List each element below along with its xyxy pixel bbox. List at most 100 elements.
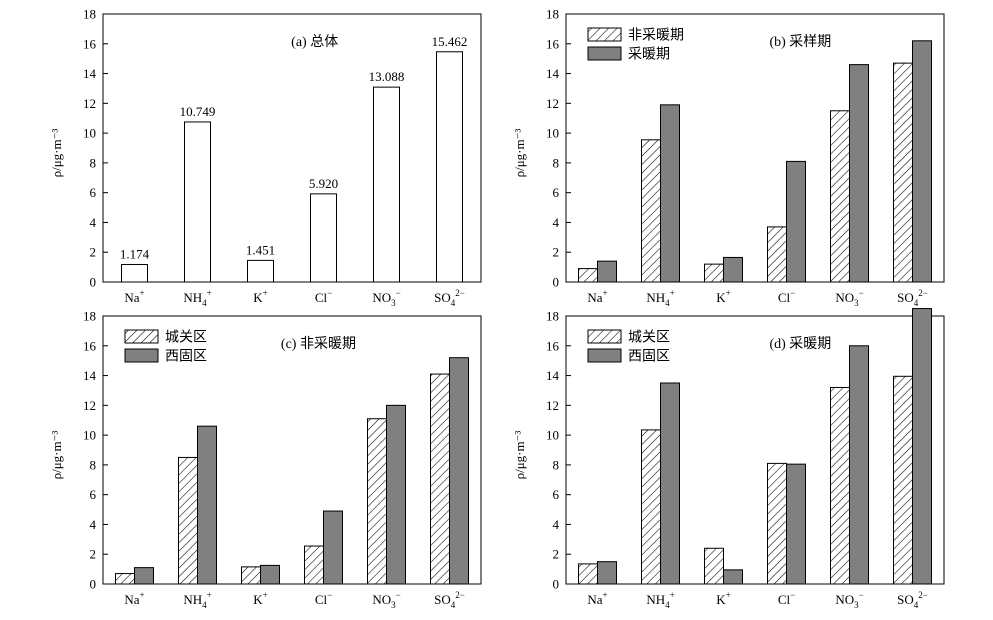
x-category-label: Cl−: [778, 288, 795, 305]
x-category-label: SO42−: [434, 288, 465, 308]
y-tick-label: 8: [90, 457, 97, 472]
bar-d-城关区-5: [893, 375, 913, 585]
y-tick-label: 0: [553, 275, 560, 290]
y-tick-label: 10: [546, 126, 559, 141]
data-label: 1.451: [246, 242, 275, 257]
data-label: 5.920: [309, 176, 338, 191]
bar-c-西固区-5: [449, 357, 469, 585]
legend-swatch: [587, 27, 622, 42]
bar-b-非采暖期-0: [578, 268, 598, 283]
y-tick-label: 16: [83, 36, 97, 51]
bar-d-城关区-4: [830, 386, 850, 585]
bar-b-采暖期-0: [597, 260, 617, 283]
x-category-label: SO42−: [897, 590, 928, 610]
y-tick-label: 4: [553, 517, 560, 532]
chart-panel-c: 0 2 4 6 8 10 12 14 16 18 ρ/μg·m⁻³ (c) 非采暖期 Na+ NH4+ K+…: [49, 309, 482, 610]
x-category-label: Na+: [124, 590, 144, 607]
legend-swatch: [124, 329, 159, 344]
y-tick-label: 4: [553, 215, 560, 230]
bar-a-total-2: [247, 259, 274, 283]
legend-swatch: [124, 348, 159, 363]
y-tick-label: 8: [553, 457, 560, 472]
y-tick-label: 12: [546, 96, 559, 111]
bar-c-城关区-2: [241, 566, 261, 585]
panel-title: (d) 采暖期: [769, 336, 831, 352]
bar-b-非采暖期-1: [641, 139, 661, 283]
chart-panel-a: 0 2 4 6 8 10 12 14 16 18 ρ/μg·m⁻³ (a) 总体 1.174 Na+ 10.…: [49, 7, 482, 308]
y-tick-label: 4: [90, 215, 97, 230]
y-axis-title: ρ/μg·m⁻³: [512, 431, 527, 480]
y-tick-label: 6: [553, 487, 560, 502]
y-tick-label: 0: [90, 275, 97, 290]
y-tick-label: 12: [546, 398, 559, 413]
x-category-label: NO3−: [372, 288, 400, 308]
bar-d-城关区-1: [641, 429, 661, 585]
y-tick-label: 2: [553, 547, 560, 562]
bar-b-非采暖期-5: [893, 62, 913, 283]
x-category-label: NH4+: [646, 590, 674, 610]
data-label: 13.088: [369, 69, 405, 84]
bar-a-total-4: [373, 86, 400, 283]
y-axis-title: ρ/μg·m⁻³: [512, 129, 527, 178]
legend-swatch: [587, 329, 622, 344]
legend-label: 采暖期: [628, 47, 670, 63]
y-tick-label: 14: [83, 368, 97, 383]
y-tick-label: 10: [546, 428, 559, 443]
bar-c-西固区-3: [323, 510, 343, 585]
legend-swatch: [587, 348, 622, 363]
y-tick-label: 12: [83, 398, 96, 413]
x-category-label: Cl−: [315, 590, 332, 607]
legend-label: 城关区: [165, 330, 207, 346]
y-axis-title: ρ/μg·m⁻³: [49, 129, 64, 178]
y-tick-label: 16: [546, 338, 560, 353]
y-tick-label: 18: [83, 309, 96, 324]
y-tick-label: 6: [90, 185, 97, 200]
bar-d-西固区-4: [849, 345, 869, 585]
x-category-label: NH4+: [183, 590, 211, 610]
bar-c-西固区-4: [386, 404, 406, 585]
bar-c-城关区-0: [115, 573, 135, 585]
bar-d-城关区-2: [704, 547, 724, 585]
data-label: 15.462: [432, 34, 468, 49]
plot-frame: [565, 315, 945, 585]
x-category-label: Na+: [124, 288, 144, 305]
x-category-label: NH4+: [646, 288, 674, 308]
y-axis-title: ρ/μg·m⁻³: [49, 431, 64, 480]
bar-b-非采暖期-3: [767, 226, 787, 283]
bar-a-total-3: [310, 193, 337, 283]
x-category-label: Cl−: [778, 590, 795, 607]
bar-c-城关区-4: [367, 418, 387, 585]
legend-label: 西固区: [165, 349, 207, 365]
y-tick-label: 2: [90, 245, 97, 260]
bar-b-采暖期-4: [849, 64, 869, 283]
bar-b-采暖期-5: [912, 40, 932, 283]
legend-swatch: [587, 46, 622, 61]
bar-a-total-0: [121, 264, 148, 283]
y-tick-label: 14: [83, 66, 97, 81]
bar-b-采暖期-3: [786, 160, 806, 283]
bar-c-城关区-1: [178, 456, 198, 585]
y-tick-label: 2: [553, 245, 560, 260]
x-category-label: SO42−: [897, 288, 928, 308]
bar-b-非采暖期-4: [830, 110, 850, 283]
x-category-label: NO3−: [835, 288, 863, 308]
bar-d-城关区-3: [767, 462, 787, 585]
bar-d-西固区-5: [912, 308, 932, 585]
x-category-label: NO3−: [835, 590, 863, 610]
bar-d-西固区-1: [660, 382, 680, 585]
bar-d-西固区-2: [723, 569, 743, 585]
plot-frame: [102, 13, 482, 283]
panel-title: (c) 非采暖期: [281, 336, 356, 352]
panel-title: (b) 采样期: [769, 34, 831, 50]
x-category-label: SO42−: [434, 590, 465, 610]
bar-b-采暖期-1: [660, 104, 680, 283]
y-tick-label: 12: [83, 96, 96, 111]
x-category-label: NO3−: [372, 590, 400, 610]
legend-label: 非采暖期: [628, 28, 684, 44]
y-tick-label: 2: [90, 547, 97, 562]
y-tick-label: 18: [546, 309, 559, 324]
